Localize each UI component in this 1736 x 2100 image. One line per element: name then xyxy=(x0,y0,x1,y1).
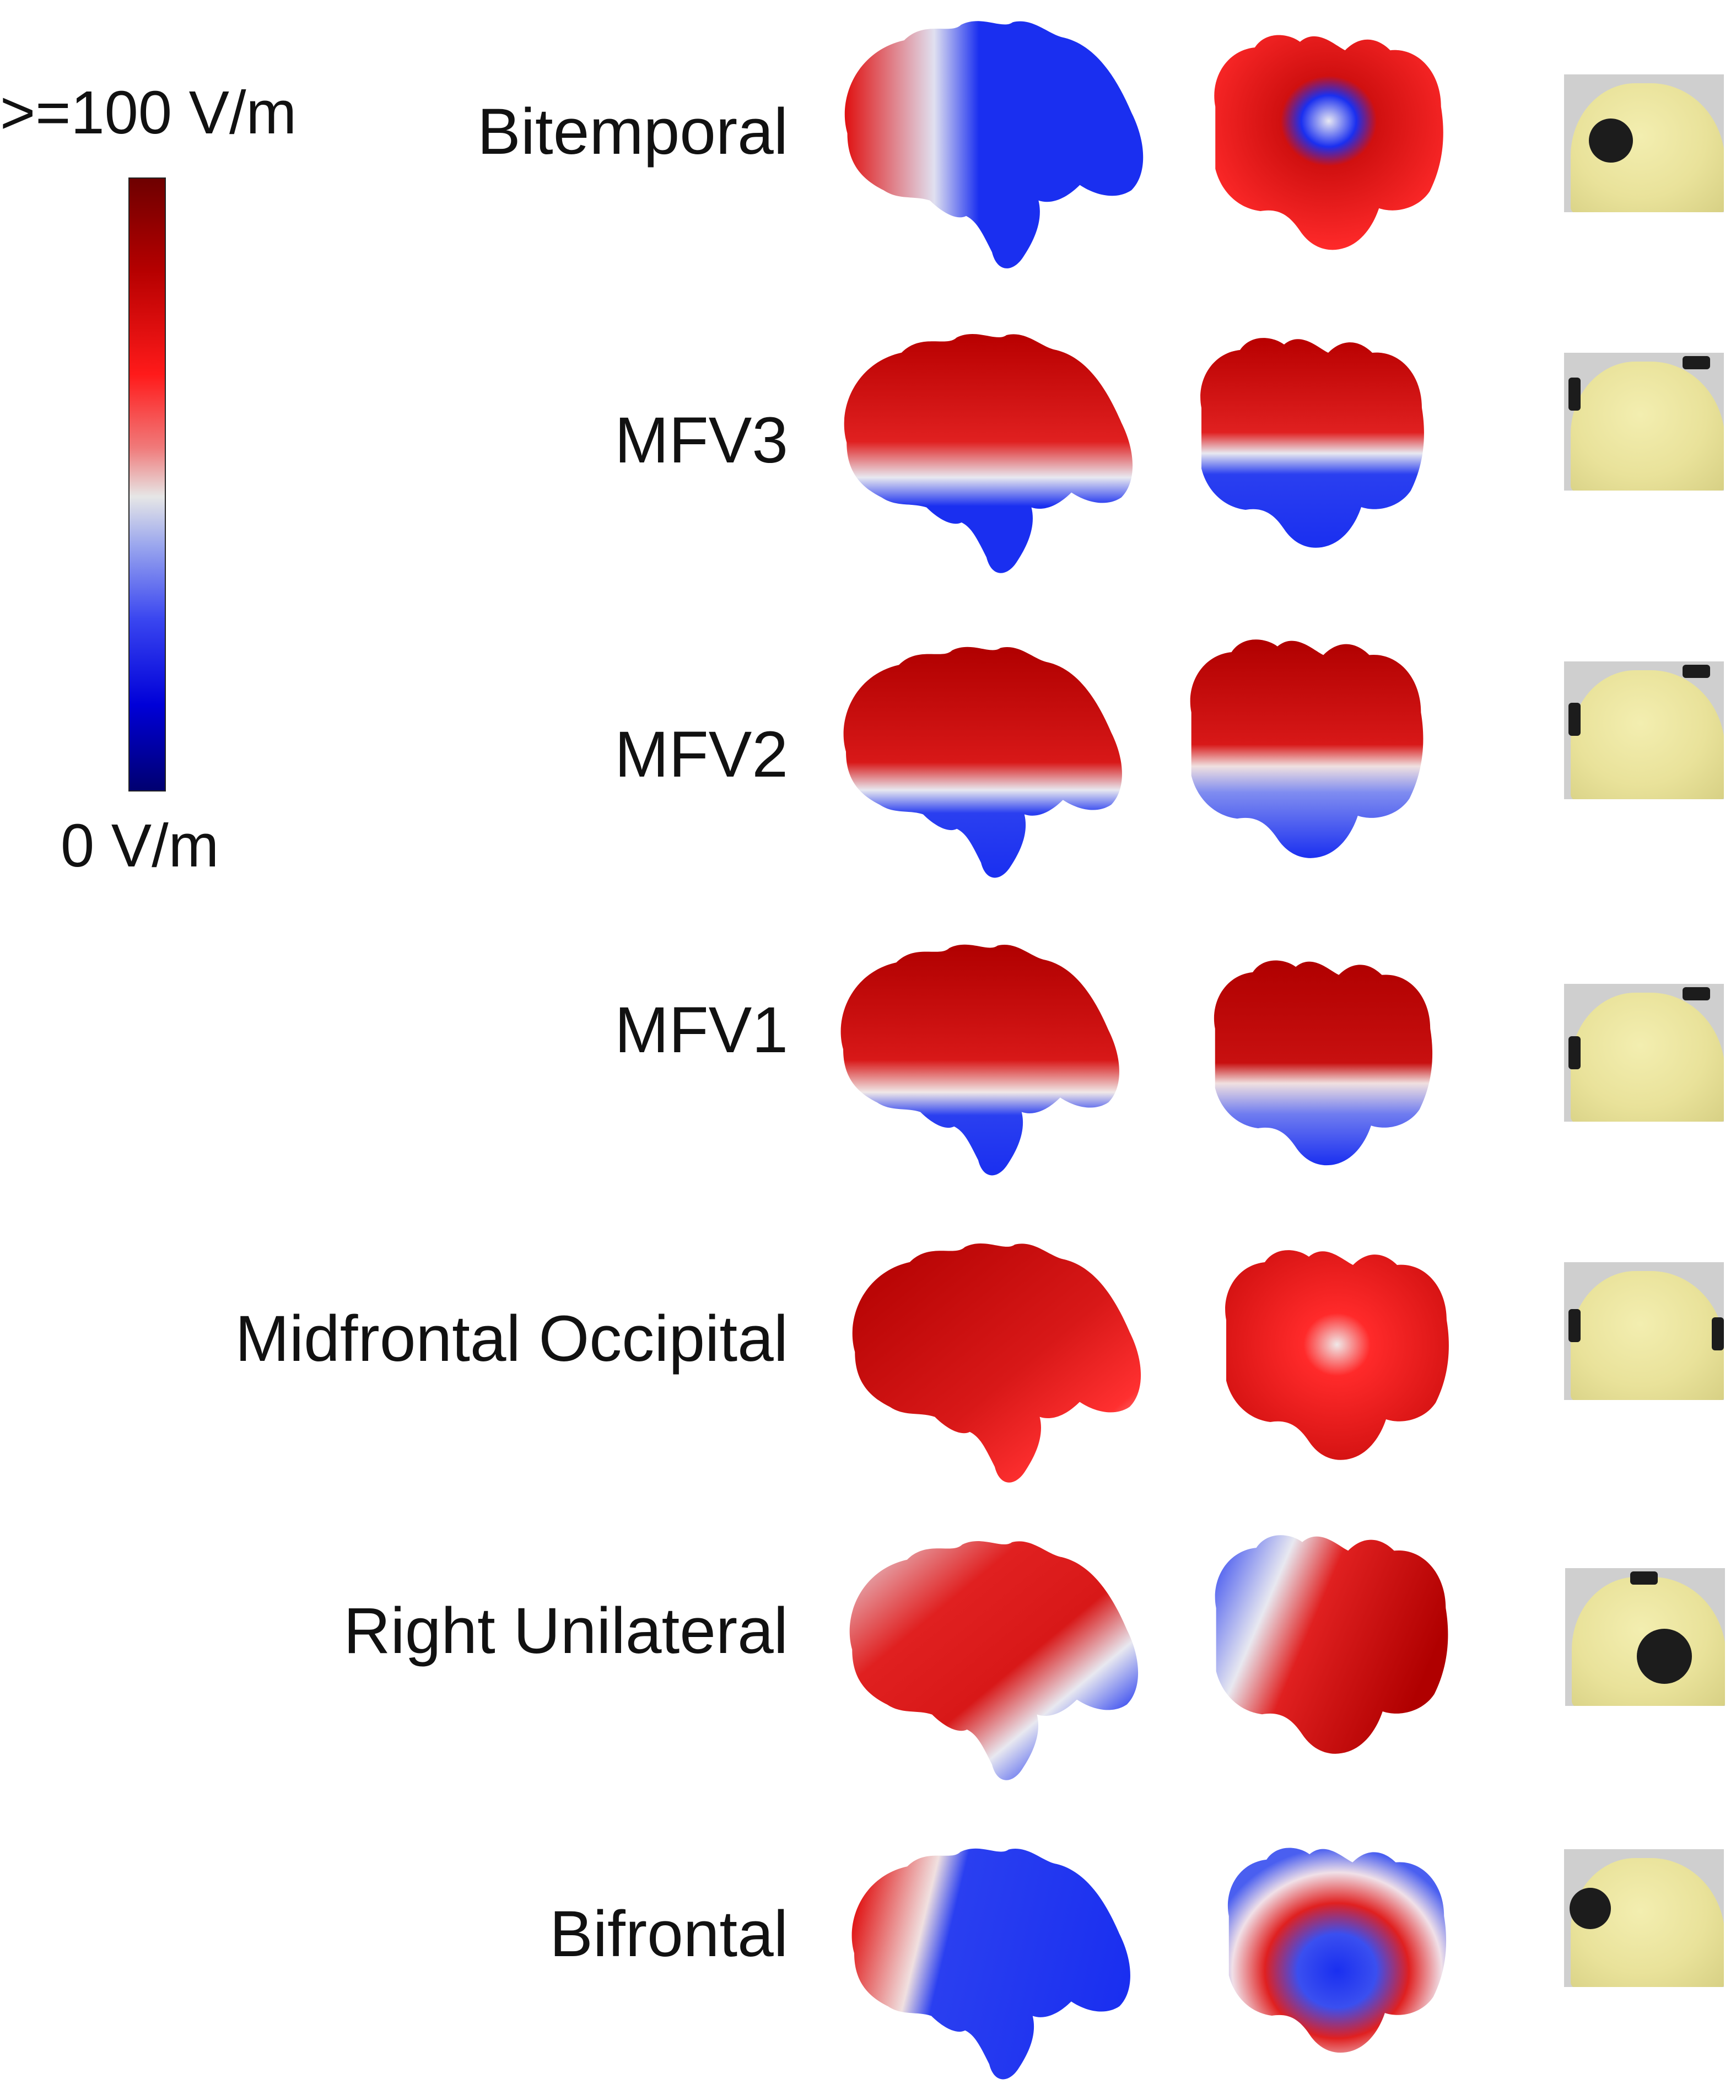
electrode-icon xyxy=(1637,1629,1692,1684)
electrode-icon xyxy=(1683,987,1710,1000)
coronal-brain-map xyxy=(1214,35,1443,250)
electrode-placement-thumbnail xyxy=(1564,1262,1724,1400)
row-label: Midfrontal Occipital xyxy=(235,1302,788,1375)
electrode-icon xyxy=(1570,1888,1611,1929)
sagittal-brain-map xyxy=(852,1243,1141,1483)
row-label: MFV3 xyxy=(614,404,788,477)
head-model xyxy=(1571,670,1724,799)
electrode-icon xyxy=(1568,703,1581,736)
coronal-brain-map xyxy=(1215,1535,1448,1754)
sagittal-brain-map xyxy=(844,334,1133,573)
electrode-placement-thumbnail xyxy=(1564,74,1724,212)
electrode-placement-thumbnail xyxy=(1564,661,1724,799)
electrode-icon xyxy=(1630,1571,1658,1585)
coronal-brain-map xyxy=(1214,960,1433,1166)
sagittal-brain-map xyxy=(849,1541,1139,1780)
coronal-brain-map xyxy=(1200,338,1424,548)
head-model xyxy=(1571,362,1724,491)
head-model xyxy=(1571,993,1724,1122)
sagittal-brain-map xyxy=(844,21,1144,268)
coronal-brain-map xyxy=(1227,1848,1447,2053)
colorbar xyxy=(128,177,166,791)
sagittal-brain-map xyxy=(843,647,1122,878)
row-label: Bitemporal xyxy=(477,95,788,168)
scale-min-label: 0 V/m xyxy=(61,812,219,880)
row-label: MFV2 xyxy=(614,718,788,791)
row-label: Right Unilateral xyxy=(343,1595,788,1667)
coronal-brain-map xyxy=(1190,639,1424,858)
electrode-icon xyxy=(1568,378,1581,411)
coronal-brain-map xyxy=(1225,1250,1449,1460)
electrode-icon xyxy=(1712,1317,1724,1350)
electrode-placement-thumbnail xyxy=(1564,984,1724,1122)
electrode-icon xyxy=(1589,119,1633,163)
row-label: Bifrontal xyxy=(549,1898,788,1970)
electrode-icon xyxy=(1683,665,1710,678)
scale-max-label: >=100 V/m xyxy=(0,79,297,147)
electrode-placement-thumbnail xyxy=(1564,1849,1724,1987)
electrode-placement-thumbnail xyxy=(1565,1568,1725,1706)
electrode-icon xyxy=(1568,1309,1581,1342)
electrode-icon xyxy=(1568,1036,1581,1069)
sagittal-brain-map xyxy=(851,1848,1130,2080)
head-model xyxy=(1571,1271,1724,1400)
sagittal-brain-map xyxy=(840,944,1119,1176)
electrode-icon xyxy=(1683,356,1710,369)
row-label: MFV1 xyxy=(614,994,788,1067)
electrode-placement-thumbnail xyxy=(1564,353,1724,491)
